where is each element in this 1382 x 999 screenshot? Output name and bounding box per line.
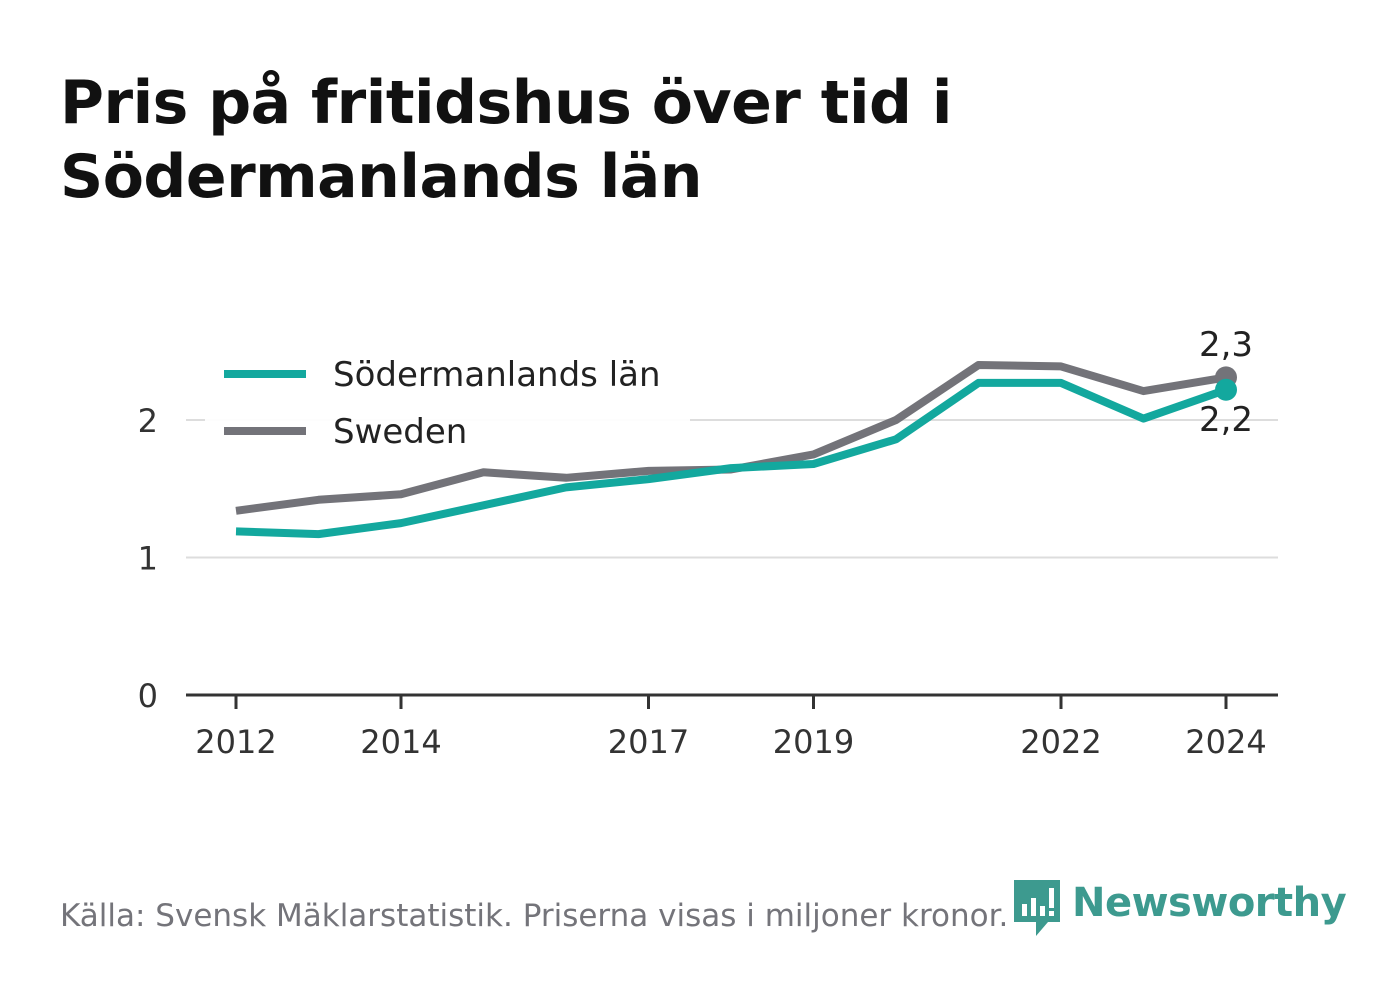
x-tick-label: 2022 — [1020, 723, 1101, 761]
x-tick-label: 2012 — [195, 723, 276, 761]
legend-label: Södermanlands län — [333, 355, 661, 395]
chart-title: Pris på fritidshus över tid i Södermanla… — [60, 66, 1060, 214]
legend-label: Sweden — [333, 412, 467, 452]
newsworthy-logo-icon — [1014, 880, 1060, 936]
series-end-point-0 — [1215, 378, 1237, 401]
x-tick-label: 2024 — [1185, 723, 1266, 761]
brand: Newsworthy — [1012, 878, 1347, 940]
chart-title-line-1: Pris på fritidshus över tid i — [60, 68, 952, 138]
series-line-0 — [235, 378, 1228, 539]
legend: Södermanlands län Sweden — [205, 340, 690, 455]
y-tick-label: 1 — [138, 540, 158, 578]
brand-name: Newsworthy — [1072, 880, 1347, 926]
series-lines — [235, 361, 1237, 539]
gridlines — [186, 419, 1278, 697]
source-note: Källa: Svensk Mäklarstatistik. Priserna … — [60, 898, 1009, 934]
end-label-sweden: 2,3 — [1199, 325, 1253, 365]
x-tick-label: 2019 — [773, 723, 854, 761]
y-tick-label: 0 — [138, 677, 158, 715]
chart-title-line-2: Södermanlands län — [60, 142, 702, 212]
end-label-sodermanland: 2,2 — [1199, 400, 1253, 440]
legend-background — [205, 340, 690, 455]
y-axis: 0 1 2 — [138, 402, 158, 715]
x-tick-label: 2017 — [608, 723, 689, 761]
y-tick-label: 2 — [138, 402, 158, 440]
end-labels: 2,2 2,3 — [1199, 325, 1253, 440]
x-axis: 2012 2014 2017 2019 2022 2024 — [195, 695, 1267, 761]
x-tick-label: 2014 — [360, 723, 441, 761]
